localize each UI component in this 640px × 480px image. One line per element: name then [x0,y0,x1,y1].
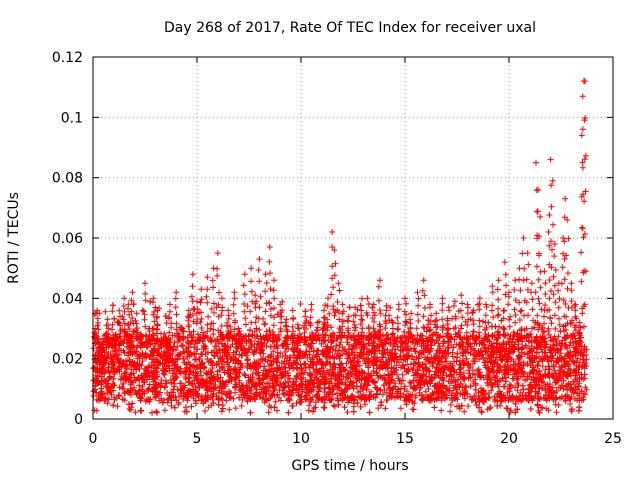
data-point [347,304,353,310]
data-point [378,402,384,408]
data-point [321,404,327,410]
data-point [398,405,404,411]
data-point [338,339,344,345]
data-point [576,404,582,410]
data-point [270,383,276,389]
data-point [438,408,444,414]
data-point [232,390,238,396]
data-point [109,308,115,314]
data-point [528,406,534,412]
data-point [448,402,454,408]
data-point [362,401,368,407]
data-point [556,402,562,408]
data-point [268,306,274,312]
data-point [345,409,351,415]
data-point [331,402,337,408]
data-point [129,315,135,321]
data-point [541,314,547,320]
data-point [581,324,587,330]
data-point [554,409,560,415]
data-point [369,305,375,311]
data-point [129,401,135,407]
data-point [216,402,222,408]
data-point [500,325,506,331]
data-point [110,402,116,408]
data-point [473,387,479,393]
data-point [111,316,117,322]
data-point [285,410,291,416]
data-point [115,403,121,409]
data-point [116,308,122,314]
data-point [514,377,520,383]
roti-chart: Day 268 of 2017, Rate Of TEC Index for r… [0,0,640,480]
data-point [479,409,485,415]
data-point [239,403,245,409]
data-point [242,315,248,321]
data-point [183,404,189,410]
data-point [465,403,471,409]
data-point [546,332,552,338]
data-point [426,386,432,392]
data-point [358,404,364,410]
data-point [467,371,473,377]
data-point [350,318,356,324]
data-point [503,378,509,384]
data-point [400,372,406,378]
data-point [365,359,371,365]
data-point [410,406,416,412]
data-point [359,296,365,302]
data-point [207,326,213,332]
data-point [138,408,144,414]
data-point [476,366,482,372]
data-point [188,404,194,410]
data-point [202,408,208,414]
data-point [273,399,279,405]
data-point [106,396,112,402]
data-point [180,343,186,349]
data-point [447,409,453,415]
data-point [496,312,502,318]
data-point [359,317,365,323]
data-point [358,303,364,309]
data-point [537,300,543,306]
data-point [109,327,115,333]
data-point [154,410,160,416]
data-point [149,410,155,416]
data-point [162,407,168,413]
data-point [242,371,248,377]
data-point [519,308,525,314]
data-point [407,379,413,385]
data-point [253,326,259,332]
data-point [172,340,178,346]
chart-title: Day 268 of 2017, Rate Of TEC Index for r… [164,20,536,36]
data-point [322,405,328,411]
data-point [237,370,243,376]
data-point [289,403,295,409]
data-point [261,321,267,327]
data-point [153,409,159,415]
data-point [520,383,526,389]
data-point [375,405,381,411]
data-point [247,410,253,416]
data-point [519,327,525,333]
data-point [367,410,373,416]
data-point [382,405,388,411]
data-point [423,389,429,395]
data-point [226,407,232,413]
data-point [302,308,308,314]
data-point [110,302,116,308]
data-point [102,309,108,315]
data-point [233,405,239,411]
data-point [540,363,546,369]
data-point [431,405,437,411]
data-point [441,377,447,383]
data-point [480,319,486,325]
data-point [461,409,467,415]
data-point [219,408,225,414]
